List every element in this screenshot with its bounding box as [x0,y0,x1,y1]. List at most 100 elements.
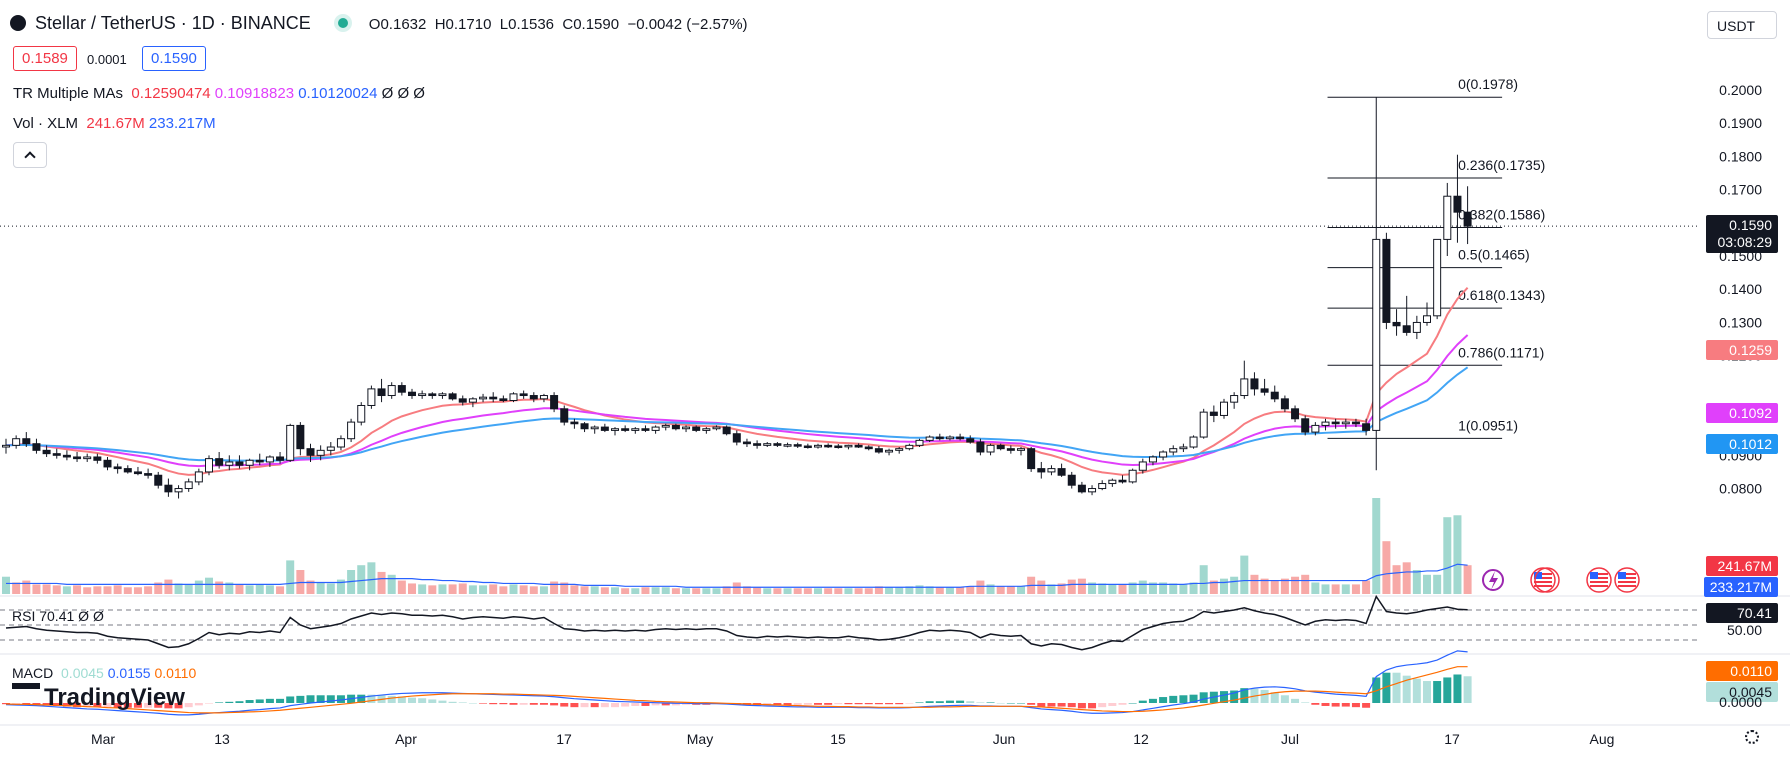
macd-histogram-bar [1220,691,1228,703]
candle-body [854,444,863,448]
volume-bar [824,588,833,594]
candle-body [550,395,559,410]
candle-body [1291,408,1300,420]
candle-body [956,436,965,440]
macd-histogram-bar [803,703,812,705]
settings-gear-icon[interactable] [1745,730,1759,744]
macd-histogram-bar [1433,681,1442,703]
volume-bar [1382,541,1391,594]
currency-button[interactable]: USDT [1707,11,1777,39]
macd-histogram-bar [539,703,548,705]
volume-bar [742,586,751,594]
candle-body [1017,448,1025,451]
volume-bar [1006,586,1015,594]
symbol-title[interactable]: Stellar / TetherUS · 1D · BINANCE [35,13,311,33]
macd-line [5,650,1468,716]
macd-histogram-bar [1341,703,1350,707]
macd-legend[interactable]: MACD 0.0045 0.0155 0.0110 [12,665,197,681]
symbol-row[interactable]: Stellar / TetherUS · 1D · BINANCE O0.163… [10,13,748,34]
axes: 0.20000.19000.18000.17000.16000.15000.14… [0,82,1790,747]
candle-body [22,438,31,445]
macd-histogram-bar [560,703,569,707]
candle-body [12,438,21,446]
fib-level-label: 1(0.0951) [1458,417,1518,433]
volume-bar [93,586,102,594]
macd-histogram-bar [1088,703,1097,709]
candle-body [1240,378,1249,397]
y-tick-label: 0.0800 [1719,481,1762,497]
macd-histogram-bar [205,703,213,704]
macd-histogram-bar [357,694,366,703]
volume-bar [631,588,640,594]
volume-bar [803,588,812,594]
macd-histogram-bar [915,702,924,703]
candle-body [702,428,711,431]
volume-bar [1169,583,1178,594]
candle-body [245,459,254,466]
macd-histogram-bar [661,703,670,706]
macd-histogram-bar [1189,694,1198,703]
macd-histogram-bar [611,703,619,708]
volume-bar [174,583,183,594]
volume-bar [600,587,609,594]
market-status-icon[interactable] [337,18,348,28]
macd-histogram-bar [996,703,1005,704]
x-tick-label: Mar [91,731,115,747]
candle-body [154,474,163,486]
volume-bar [641,587,650,594]
candle-body [377,388,386,397]
volume-bar [408,583,416,594]
macd-histogram-bar [408,697,416,703]
ma1-price-tag: 0.1259 [1706,340,1778,360]
macd-histogram-bar [164,703,173,709]
volume-bar [1443,517,1452,594]
ohlc-readout: O0.1632 H0.1710 L0.1536 C0.1590 −0.0042 … [368,16,748,33]
macd-histogram-bar [874,703,883,705]
macd-histogram-bar [925,701,934,703]
flag-canton [1618,572,1626,579]
volume-bar [834,588,843,594]
macd-histogram-bar [225,701,234,703]
candle-body [885,449,894,453]
candle-body [52,453,61,456]
buy-price-button[interactable]: 0.1590 [142,46,206,71]
flag-stripe [1534,573,1552,575]
volume-bar [1199,565,1208,594]
volume-bar [316,582,325,594]
ma-line-1 [5,286,1469,476]
volume-bar [438,584,447,594]
candle-body [1331,421,1340,425]
tradingview-logo[interactable]: TradingView [12,683,185,712]
volume-bar [895,587,904,594]
macd-histogram-bar [1402,675,1411,703]
candle-body [692,426,701,431]
macd-histogram-bar [286,696,295,703]
macd-histogram-bar [1067,703,1076,708]
candle-body [986,444,995,453]
volume-legend[interactable]: Vol · XLM 241.67M 233.217M [13,115,216,132]
candle-body [1220,401,1228,416]
sell-price-button[interactable]: 0.1589 [13,46,77,71]
candle-body [1433,238,1442,317]
candle-body [509,393,518,402]
macd-histogram-bar [580,703,589,708]
candle-body [844,444,853,448]
macd-histogram-bar [966,701,975,703]
candle-body [773,443,782,446]
candle-body [479,396,488,400]
volume-bar [661,587,670,594]
volume-bar [103,586,112,594]
volume-bar [1412,570,1421,594]
rsi-legend[interactable]: RSI 70.41 Ø Ø [12,608,104,624]
volume-bar [874,586,883,594]
macd-histogram-bar [133,703,142,708]
macd-histogram-bar [1148,698,1157,703]
collapse-legend-button[interactable] [13,142,47,168]
candle-body [996,444,1005,450]
candle-body [925,436,934,441]
volume-bar [458,583,467,594]
macd-histogram-bar [428,699,437,703]
ma-legend[interactable]: TR Multiple MAs 0.12590474 0.10918823 0.… [13,85,425,102]
